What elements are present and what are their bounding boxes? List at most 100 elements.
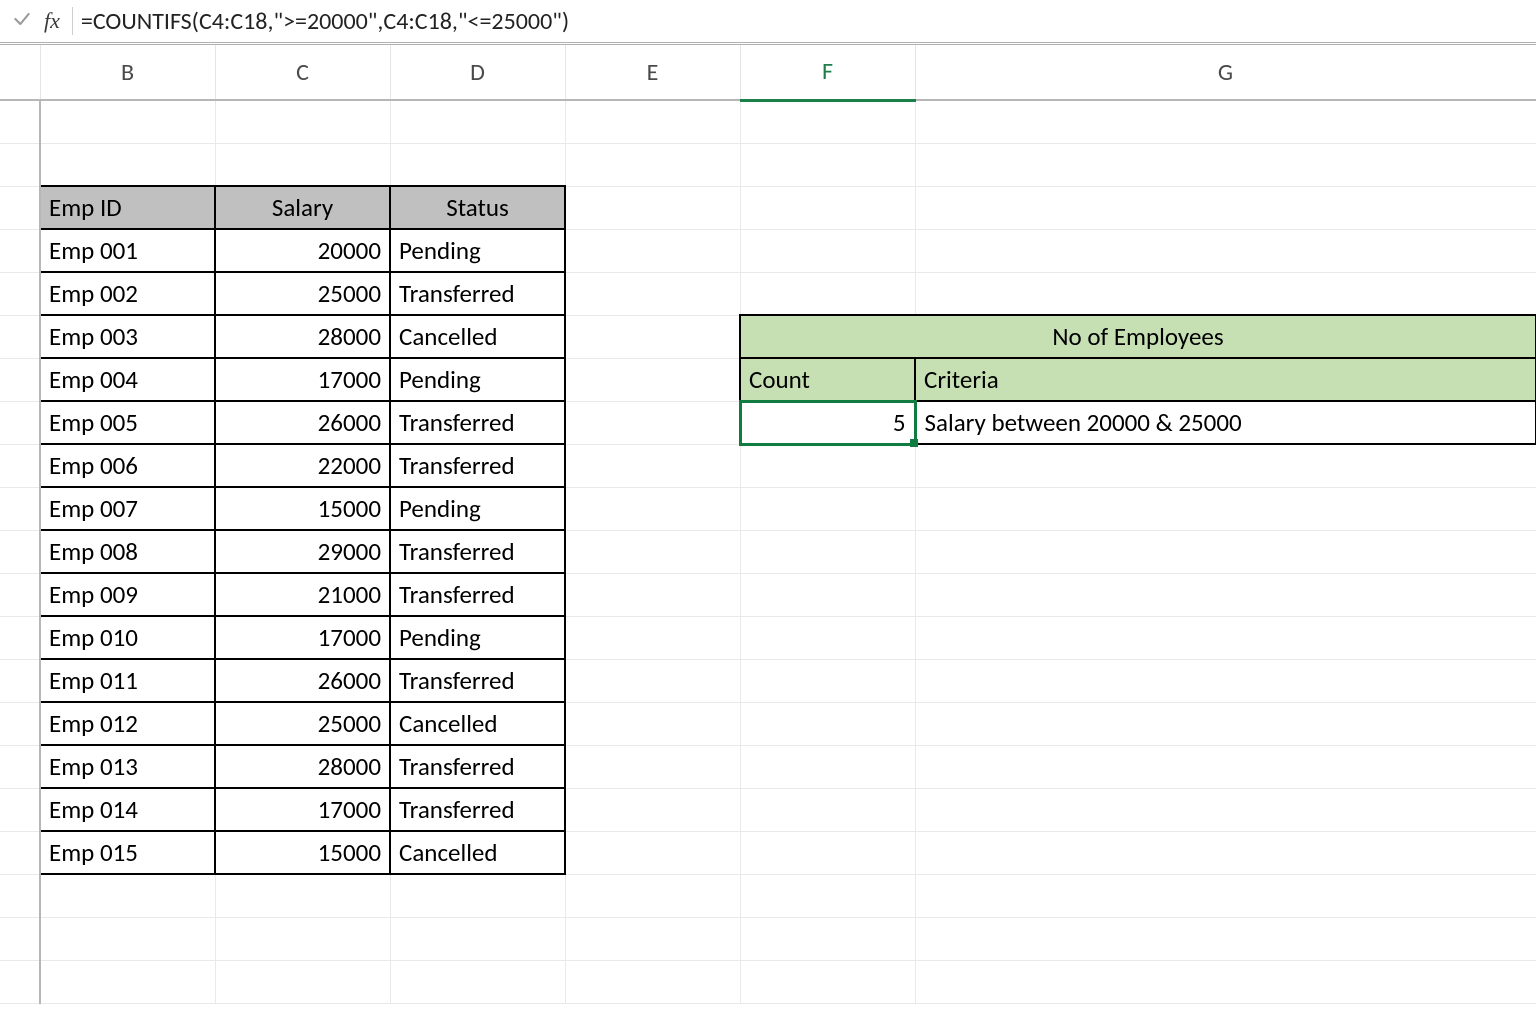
cell[interactable] — [915, 874, 1536, 917]
emp-salary[interactable]: 17000 — [215, 358, 390, 401]
cell[interactable] — [40, 960, 215, 1003]
cell[interactable] — [565, 358, 740, 401]
emp-salary[interactable]: 22000 — [215, 444, 390, 487]
emp-header-status[interactable]: Status — [390, 186, 565, 229]
cell[interactable] — [740, 874, 915, 917]
cell[interactable] — [740, 100, 915, 143]
emp-id[interactable]: Emp 015 — [40, 831, 215, 874]
col-header-e[interactable]: E — [565, 45, 740, 100]
cell[interactable] — [565, 874, 740, 917]
cell[interactable] — [390, 143, 565, 186]
row-header[interactable] — [0, 444, 40, 487]
emp-id[interactable]: Emp 012 — [40, 702, 215, 745]
selected-cell-count[interactable]: 5 — [740, 401, 915, 444]
cell[interactable] — [215, 917, 390, 960]
cell[interactable] — [215, 960, 390, 1003]
cell[interactable] — [740, 659, 915, 702]
cell[interactable] — [390, 917, 565, 960]
cell[interactable] — [565, 401, 740, 444]
cell[interactable] — [565, 272, 740, 315]
cell[interactable] — [565, 702, 740, 745]
summary-criteria-label[interactable]: Criteria — [915, 358, 1536, 401]
emp-header-id[interactable]: Emp ID — [40, 186, 215, 229]
cell[interactable] — [915, 272, 1536, 315]
formula-input[interactable]: =COUNTIFS(C4:C18,">=20000",C4:C18,"<=250… — [81, 7, 569, 36]
emp-status[interactable]: Transferred — [390, 745, 565, 788]
row-header[interactable] — [0, 573, 40, 616]
emp-salary[interactable]: 17000 — [215, 616, 390, 659]
cell[interactable] — [215, 874, 390, 917]
cell[interactable] — [565, 745, 740, 788]
cell[interactable] — [915, 186, 1536, 229]
emp-salary[interactable]: 20000 — [215, 229, 390, 272]
cell[interactable] — [740, 831, 915, 874]
row-header[interactable] — [0, 229, 40, 272]
cell[interactable] — [740, 616, 915, 659]
cell[interactable] — [915, 702, 1536, 745]
fx-label[interactable]: fx — [34, 8, 70, 34]
cell[interactable] — [390, 960, 565, 1003]
row-header[interactable] — [0, 874, 40, 917]
emp-salary[interactable]: 15000 — [215, 831, 390, 874]
emp-salary[interactable]: 26000 — [215, 401, 390, 444]
emp-status[interactable]: Transferred — [390, 401, 565, 444]
emp-salary[interactable]: 25000 — [215, 272, 390, 315]
cell[interactable] — [565, 616, 740, 659]
cell[interactable] — [915, 831, 1536, 874]
row-header[interactable] — [0, 702, 40, 745]
row-header[interactable] — [0, 831, 40, 874]
cell[interactable] — [215, 143, 390, 186]
cell[interactable] — [565, 530, 740, 573]
cell[interactable] — [215, 100, 390, 143]
emp-status[interactable]: Transferred — [390, 659, 565, 702]
emp-status[interactable]: Pending — [390, 487, 565, 530]
spreadsheet-grid[interactable]: B C D E F G Emp ID Salary Status — [0, 45, 1536, 1004]
cell[interactable] — [740, 960, 915, 1003]
emp-id[interactable]: Emp 001 — [40, 229, 215, 272]
cell[interactable] — [740, 788, 915, 831]
emp-salary[interactable]: 26000 — [215, 659, 390, 702]
emp-status[interactable]: Transferred — [390, 272, 565, 315]
row-header[interactable] — [0, 272, 40, 315]
row-header[interactable] — [0, 186, 40, 229]
emp-id[interactable]: Emp 005 — [40, 401, 215, 444]
row-header[interactable] — [0, 358, 40, 401]
summary-title[interactable]: No of Employees — [740, 315, 1536, 358]
cell[interactable] — [915, 616, 1536, 659]
emp-id[interactable]: Emp 008 — [40, 530, 215, 573]
emp-status[interactable]: Transferred — [390, 530, 565, 573]
row-header[interactable] — [0, 960, 40, 1003]
cell[interactable] — [565, 788, 740, 831]
row-header[interactable] — [0, 487, 40, 530]
emp-id[interactable]: Emp 011 — [40, 659, 215, 702]
row-header[interactable] — [0, 917, 40, 960]
cell[interactable] — [565, 143, 740, 186]
select-all-corner[interactable] — [0, 45, 40, 100]
cell[interactable] — [565, 659, 740, 702]
cell[interactable] — [915, 917, 1536, 960]
summary-criteria-value[interactable]: Salary between 20000 & 25000 — [915, 401, 1536, 444]
emp-status[interactable]: Cancelled — [390, 702, 565, 745]
row-header[interactable] — [0, 659, 40, 702]
cell[interactable] — [915, 573, 1536, 616]
emp-id[interactable]: Emp 009 — [40, 573, 215, 616]
cell[interactable] — [740, 444, 915, 487]
emp-id[interactable]: Emp 013 — [40, 745, 215, 788]
emp-status[interactable]: Cancelled — [390, 315, 565, 358]
emp-status[interactable]: Pending — [390, 358, 565, 401]
emp-status[interactable]: Transferred — [390, 788, 565, 831]
cell[interactable] — [915, 487, 1536, 530]
emp-id[interactable]: Emp 004 — [40, 358, 215, 401]
cell[interactable] — [915, 143, 1536, 186]
confirm-check-icon[interactable] — [10, 8, 34, 35]
cell[interactable] — [565, 315, 740, 358]
cell[interactable] — [740, 229, 915, 272]
cell[interactable] — [915, 229, 1536, 272]
cell[interactable] — [915, 960, 1536, 1003]
emp-status[interactable]: Pending — [390, 616, 565, 659]
row-header[interactable] — [0, 530, 40, 573]
cell[interactable] — [915, 659, 1536, 702]
emp-id[interactable]: Emp 002 — [40, 272, 215, 315]
cell[interactable] — [740, 573, 915, 616]
emp-id[interactable]: Emp 003 — [40, 315, 215, 358]
